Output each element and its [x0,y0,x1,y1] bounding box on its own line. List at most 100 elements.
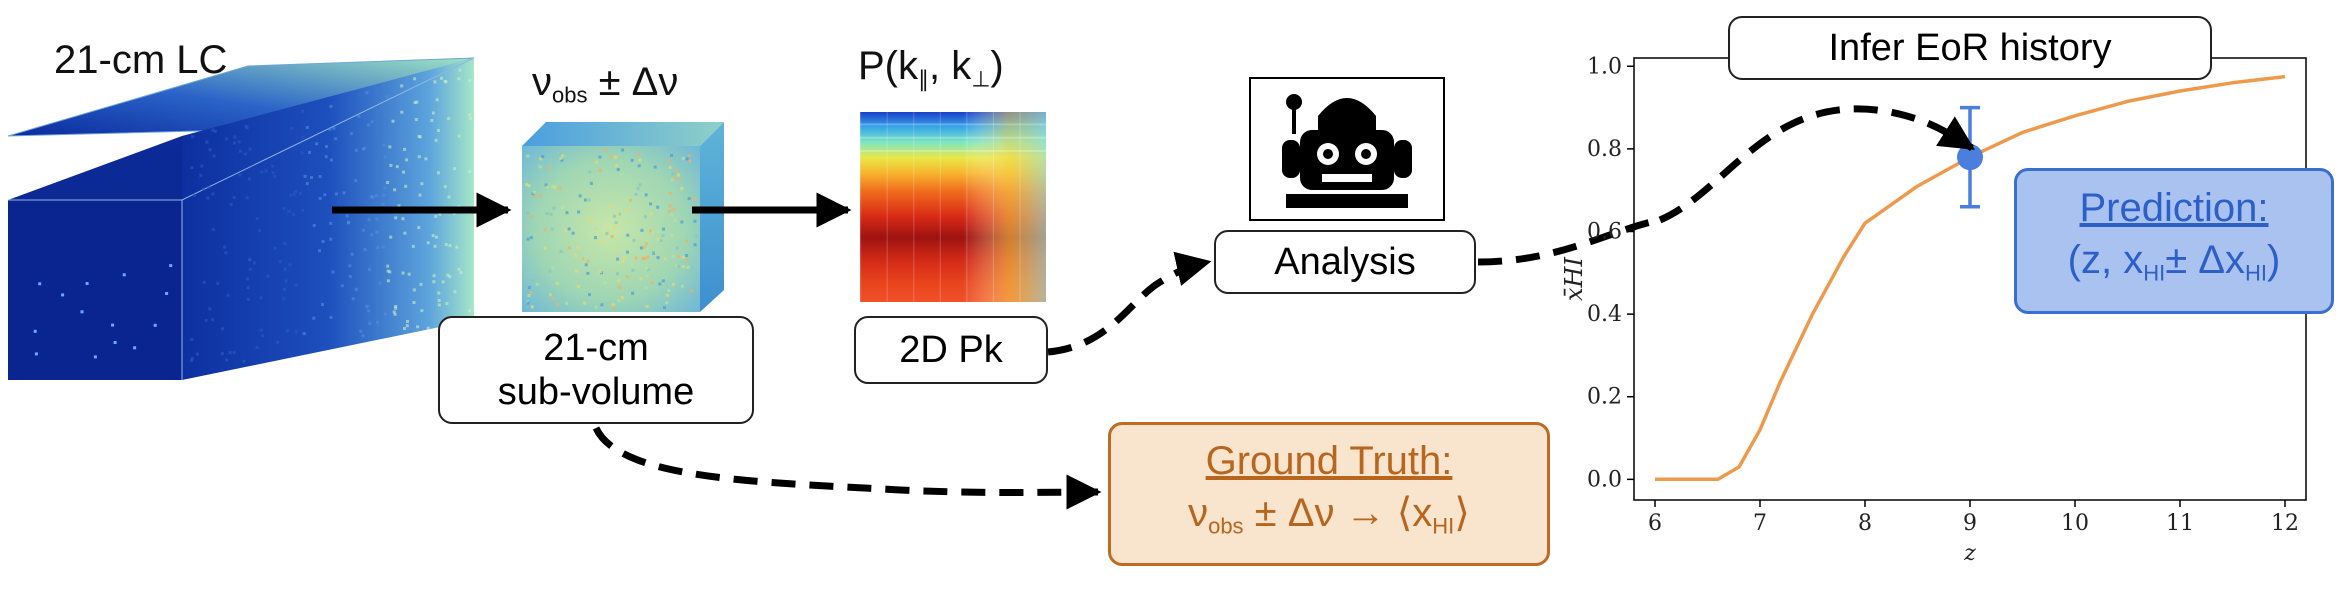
noise-speck [663,306,666,310]
noise-speck [348,264,352,268]
noise-speck [693,219,697,223]
noise-speck [617,279,621,282]
noise-speck [661,279,665,283]
pk-stripes [860,112,1046,302]
noise-speck [638,158,642,162]
noise-speck [361,228,365,232]
noise-speck [400,110,404,114]
noise-speck [668,192,672,195]
noise-speck [365,91,369,95]
noise-speck [546,185,549,189]
noise-speck [211,318,215,322]
noise-speck [600,303,604,307]
noise-speck [299,192,302,195]
gt-end: ⟩ [1454,491,1470,536]
noise-speck [318,175,322,178]
noise-speck [405,158,409,162]
noise-speck [208,148,212,152]
noise-speck [565,211,569,215]
noise-speck [586,271,590,275]
noise-speck [340,284,344,288]
analysis-box: Analysis [1214,230,1476,294]
noise-speck [653,165,657,169]
noise-speck [329,315,333,319]
noise-speck [386,181,390,184]
noise-speck [588,207,592,211]
noise-speck [639,277,643,281]
noise-speck [448,244,452,248]
noise-speck [376,320,379,324]
noise-speck [674,169,678,173]
noise-speck [638,221,642,225]
noise-speck [301,135,305,139]
noise-speck [419,282,423,286]
noise-speck [368,321,372,325]
gt-nu: ν [1188,491,1209,536]
noise-speck [434,214,438,218]
noise-speck [681,256,685,259]
noise-speck [294,283,298,287]
noise-speck [590,219,594,223]
noise-speck [598,155,602,159]
noise-speck [397,204,401,208]
noise-speck [656,238,660,241]
noise-speck [438,212,442,216]
noise-speck [603,281,607,285]
pk-column-edge [939,112,941,302]
noise-speck [553,186,557,190]
noise-speck [583,198,587,202]
noise-speck [266,274,270,278]
analysis-label: Analysis [1274,240,1416,283]
noise-speck [329,104,333,108]
noise-speck [294,190,298,194]
noise-speck [688,163,692,167]
noise-speck [636,153,640,156]
noise-speck [361,334,365,338]
y-tick-label: 0.8 [1587,137,1622,162]
ground-truth-equation: νobs ± Δν → ⟨xHI⟩ [1188,487,1470,553]
noise-speck [434,138,438,142]
pk-box-label: 2D Pk [899,328,1003,371]
noise-speck [432,280,436,284]
noise-speck [271,164,274,168]
noise-speck [259,328,263,332]
noise-speck [292,192,296,196]
noise-speck [561,154,565,158]
x-tick-label: 8 [1858,511,1872,536]
noise-speck [576,246,580,250]
noise-speck [680,284,684,288]
lightcone-label: 21-cm LC [54,38,228,82]
noise-speck [626,233,630,237]
pk-image-label: P(k∥, k⊥) [858,44,1004,93]
noise-speck [594,160,598,164]
pk-row-edge [860,136,1046,139]
noise-speck [394,305,398,308]
noise-speck [383,186,387,190]
noise-speck [447,195,451,199]
lightcone-noise [33,68,472,363]
noise-speck [531,279,535,283]
noise-speck [612,226,616,230]
noise-speck [667,209,671,213]
noise-speck [212,154,216,158]
noise-speck [676,173,680,177]
arrow-pk-to-analysis [1047,251,1212,356]
noise-speck [670,213,674,217]
noise-speck [586,259,590,263]
noise-speck [321,303,324,306]
noise-speck [618,212,621,216]
noise-speck [392,310,396,314]
noise-speck [648,235,652,239]
noise-speck [225,137,229,141]
noise-speck [310,176,313,180]
noise-speck [609,155,613,159]
x-tick-label: 6 [1648,511,1662,536]
noise-speck [448,275,452,279]
noise-speck [612,214,616,218]
prediction-point [1957,144,1983,171]
noise-speck [594,236,597,240]
noise-speck [216,281,220,285]
noise-speck [576,285,580,288]
noise-speck [647,268,651,271]
noise-speck [444,243,448,246]
